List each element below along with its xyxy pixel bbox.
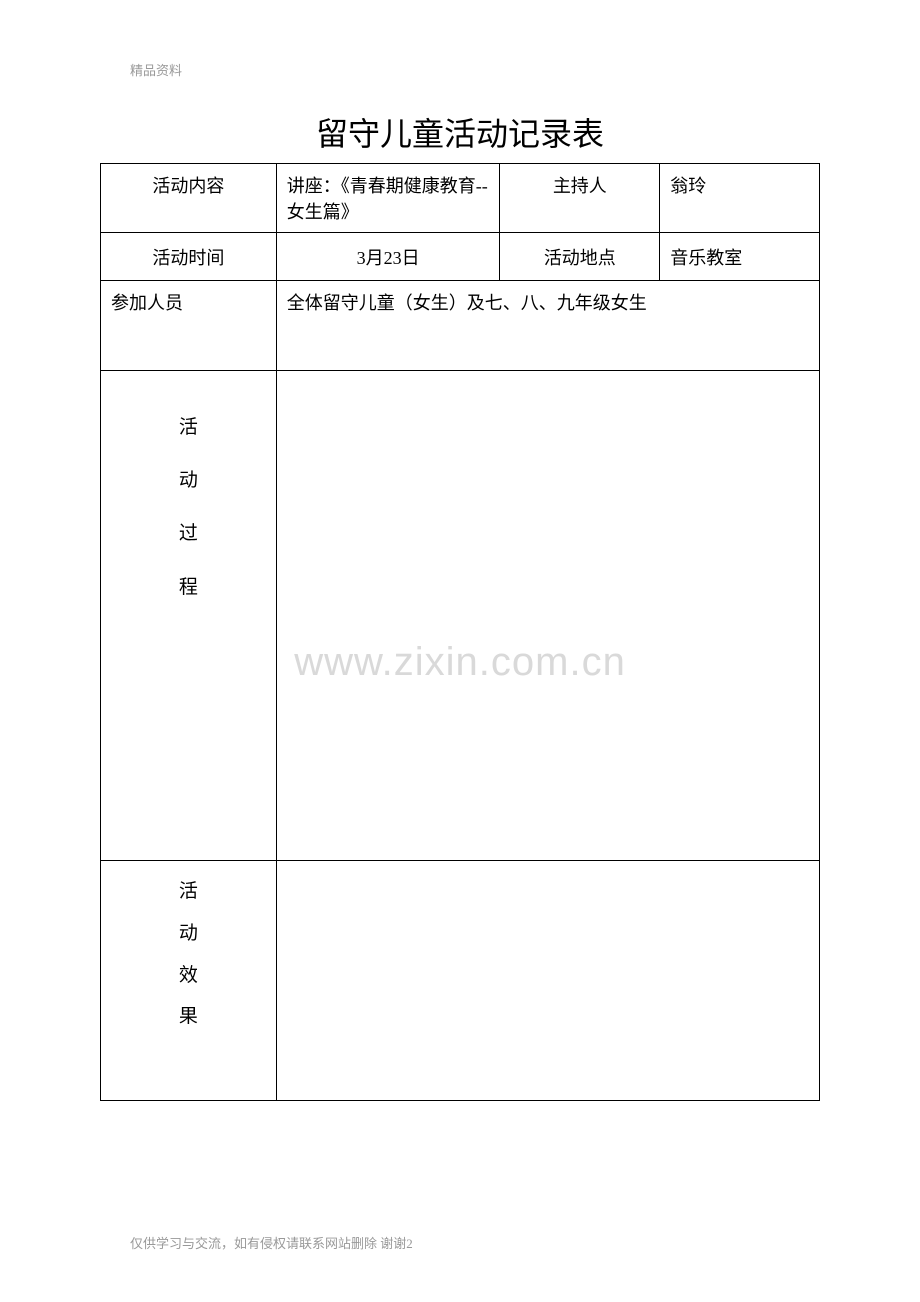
table-row-content: 活动内容 讲座：《青春期健康教育--女生篇》 主持人 翁玲 bbox=[101, 164, 820, 233]
process-content bbox=[276, 371, 819, 861]
host-label: 主持人 bbox=[500, 164, 660, 233]
process-char: 活 bbox=[111, 401, 266, 454]
footer-text: 仅供学习与交流，如有侵权请联系网站删除 谢谢2 bbox=[130, 1233, 413, 1252]
effect-char: 活 bbox=[111, 871, 266, 913]
table-row-time: 活动时间 3月23日 活动地点 音乐教室 bbox=[101, 233, 820, 281]
effect-char: 果 bbox=[111, 996, 266, 1038]
effect-char: 动 bbox=[111, 913, 266, 955]
table-row-effect: 活 动 效 果 bbox=[101, 861, 820, 1101]
participants-value: 全体留守儿童（女生）及七、八、九年级女生 bbox=[276, 281, 819, 371]
process-label: 活 动 过 程 bbox=[101, 371, 277, 861]
activity-time-value: 3月23日 bbox=[276, 233, 500, 281]
effect-char: 效 bbox=[111, 955, 266, 997]
activity-time-label: 活动时间 bbox=[101, 233, 277, 281]
process-char: 动 bbox=[111, 454, 266, 507]
record-table: 活动内容 讲座：《青春期健康教育--女生篇》 主持人 翁玲 活动时间 3月23日… bbox=[100, 163, 820, 1101]
host-name: 翁玲 bbox=[660, 164, 820, 233]
document-title: 留守儿童活动记录表 bbox=[100, 109, 820, 155]
process-char: 程 bbox=[111, 561, 266, 614]
process-char: 过 bbox=[111, 507, 266, 560]
effect-content bbox=[276, 861, 819, 1101]
location-label: 活动地点 bbox=[500, 233, 660, 281]
document-page: 精品资料 留守儿童活动记录表 活动内容 讲座：《青春期健康教育--女生篇》 主持… bbox=[0, 0, 920, 1141]
table-row-process: 活 动 过 程 bbox=[101, 371, 820, 861]
activity-content-label: 活动内容 bbox=[101, 164, 277, 233]
location-value: 音乐教室 bbox=[660, 233, 820, 281]
header-label: 精品资料 bbox=[130, 60, 820, 79]
table-row-participants: 参加人员 全体留守儿童（女生）及七、八、九年级女生 bbox=[101, 281, 820, 371]
participants-label: 参加人员 bbox=[101, 281, 277, 371]
activity-content-value: 讲座：《青春期健康教育--女生篇》 bbox=[276, 164, 500, 233]
effect-label: 活 动 效 果 bbox=[101, 861, 277, 1101]
